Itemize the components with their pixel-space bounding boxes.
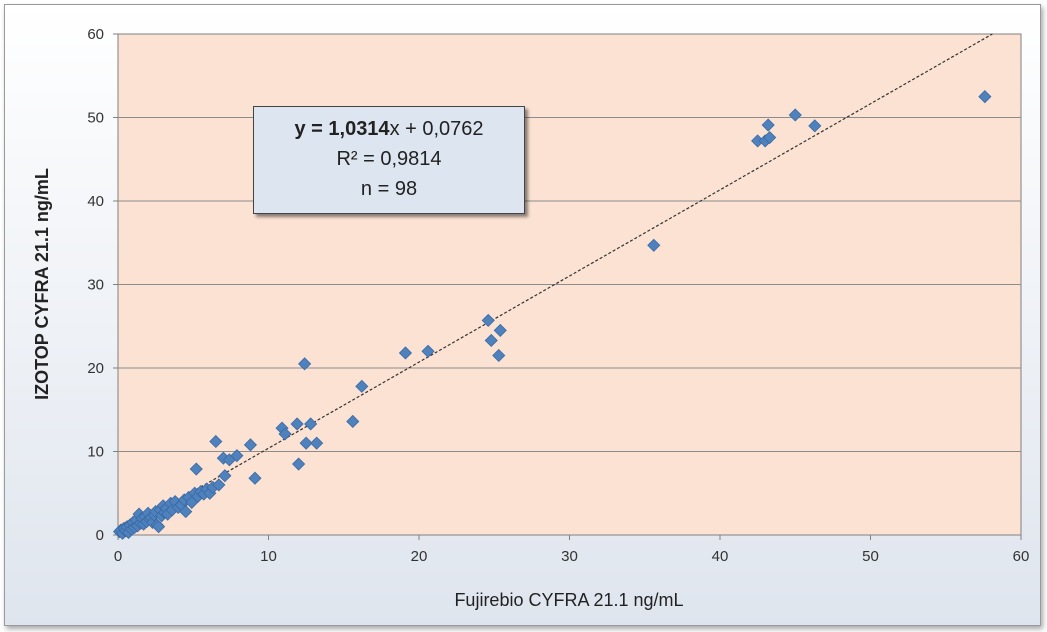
data-point: [292, 457, 306, 471]
data-point: [788, 108, 802, 122]
data-point: [763, 130, 777, 145]
data-point: [298, 357, 312, 371]
y-tick-label: 20: [87, 360, 104, 377]
x-tick-label: 40: [712, 548, 729, 565]
data-point: [278, 427, 292, 441]
data-point: [218, 469, 232, 483]
data-point: [484, 333, 498, 348]
y-tick-label: 50: [87, 110, 104, 127]
r-squared-label: R² = 0,9814: [336, 148, 442, 170]
y-tick-label: 0: [96, 527, 104, 544]
data-point: [492, 348, 506, 363]
data-point: [355, 379, 369, 393]
data-point: [212, 478, 226, 492]
regression-annotation-box: y = 1,0314x + 0,0762 R² = 0,9814 n = 98: [253, 106, 525, 214]
data-point: [304, 417, 318, 431]
sample-count-label: n = 98: [360, 178, 418, 200]
equation-prefix: y = 1,0314: [294, 118, 390, 140]
x-axis-title: Fujirebio CYFRA 21.1 ng/mL: [454, 590, 683, 610]
x-tick-label: 50: [862, 548, 879, 565]
data-point: [189, 462, 203, 476]
data-point: [761, 118, 775, 132]
data-point: [398, 346, 413, 360]
data-point: [299, 436, 313, 450]
data-point: [481, 313, 495, 327]
data-point: [179, 505, 193, 519]
x-tick-label: 20: [411, 548, 428, 565]
data-point: [978, 90, 992, 104]
data-point: [493, 323, 507, 337]
x-axis-ticks: 0 10 20 30 40 50 60: [114, 535, 1030, 565]
y-axis-title: IZOTOP CYFRA 21.1 ng/mL: [32, 168, 52, 400]
data-point: [248, 471, 262, 485]
data-points: [112, 90, 992, 540]
regression-equation: y = 1,0314x + 0,0762: [254, 114, 524, 144]
data-point: [152, 520, 166, 534]
x-tick-label: 10: [260, 548, 277, 565]
data-point: [310, 436, 324, 450]
data-point: [346, 414, 360, 429]
y-axis-ticks: 0 10 20 30 40 50 60: [87, 26, 118, 544]
data-point: [290, 417, 304, 431]
data-point: [808, 119, 822, 133]
equation-suffix: x + 0,0762: [389, 118, 484, 140]
data-point: [647, 238, 661, 252]
x-tick-label: 60: [1013, 548, 1030, 565]
y-tick-label: 10: [87, 444, 104, 461]
y-tick-label: 30: [87, 277, 104, 294]
y-tick-label: 40: [87, 193, 104, 210]
data-point: [243, 438, 258, 452]
trendline: [117, 33, 993, 535]
y-tick-label: 60: [87, 26, 104, 43]
data-point: [421, 344, 435, 358]
x-tick-label: 0: [114, 548, 122, 565]
data-point: [209, 434, 223, 449]
data-point: [230, 449, 244, 463]
x-tick-label: 30: [561, 548, 578, 565]
